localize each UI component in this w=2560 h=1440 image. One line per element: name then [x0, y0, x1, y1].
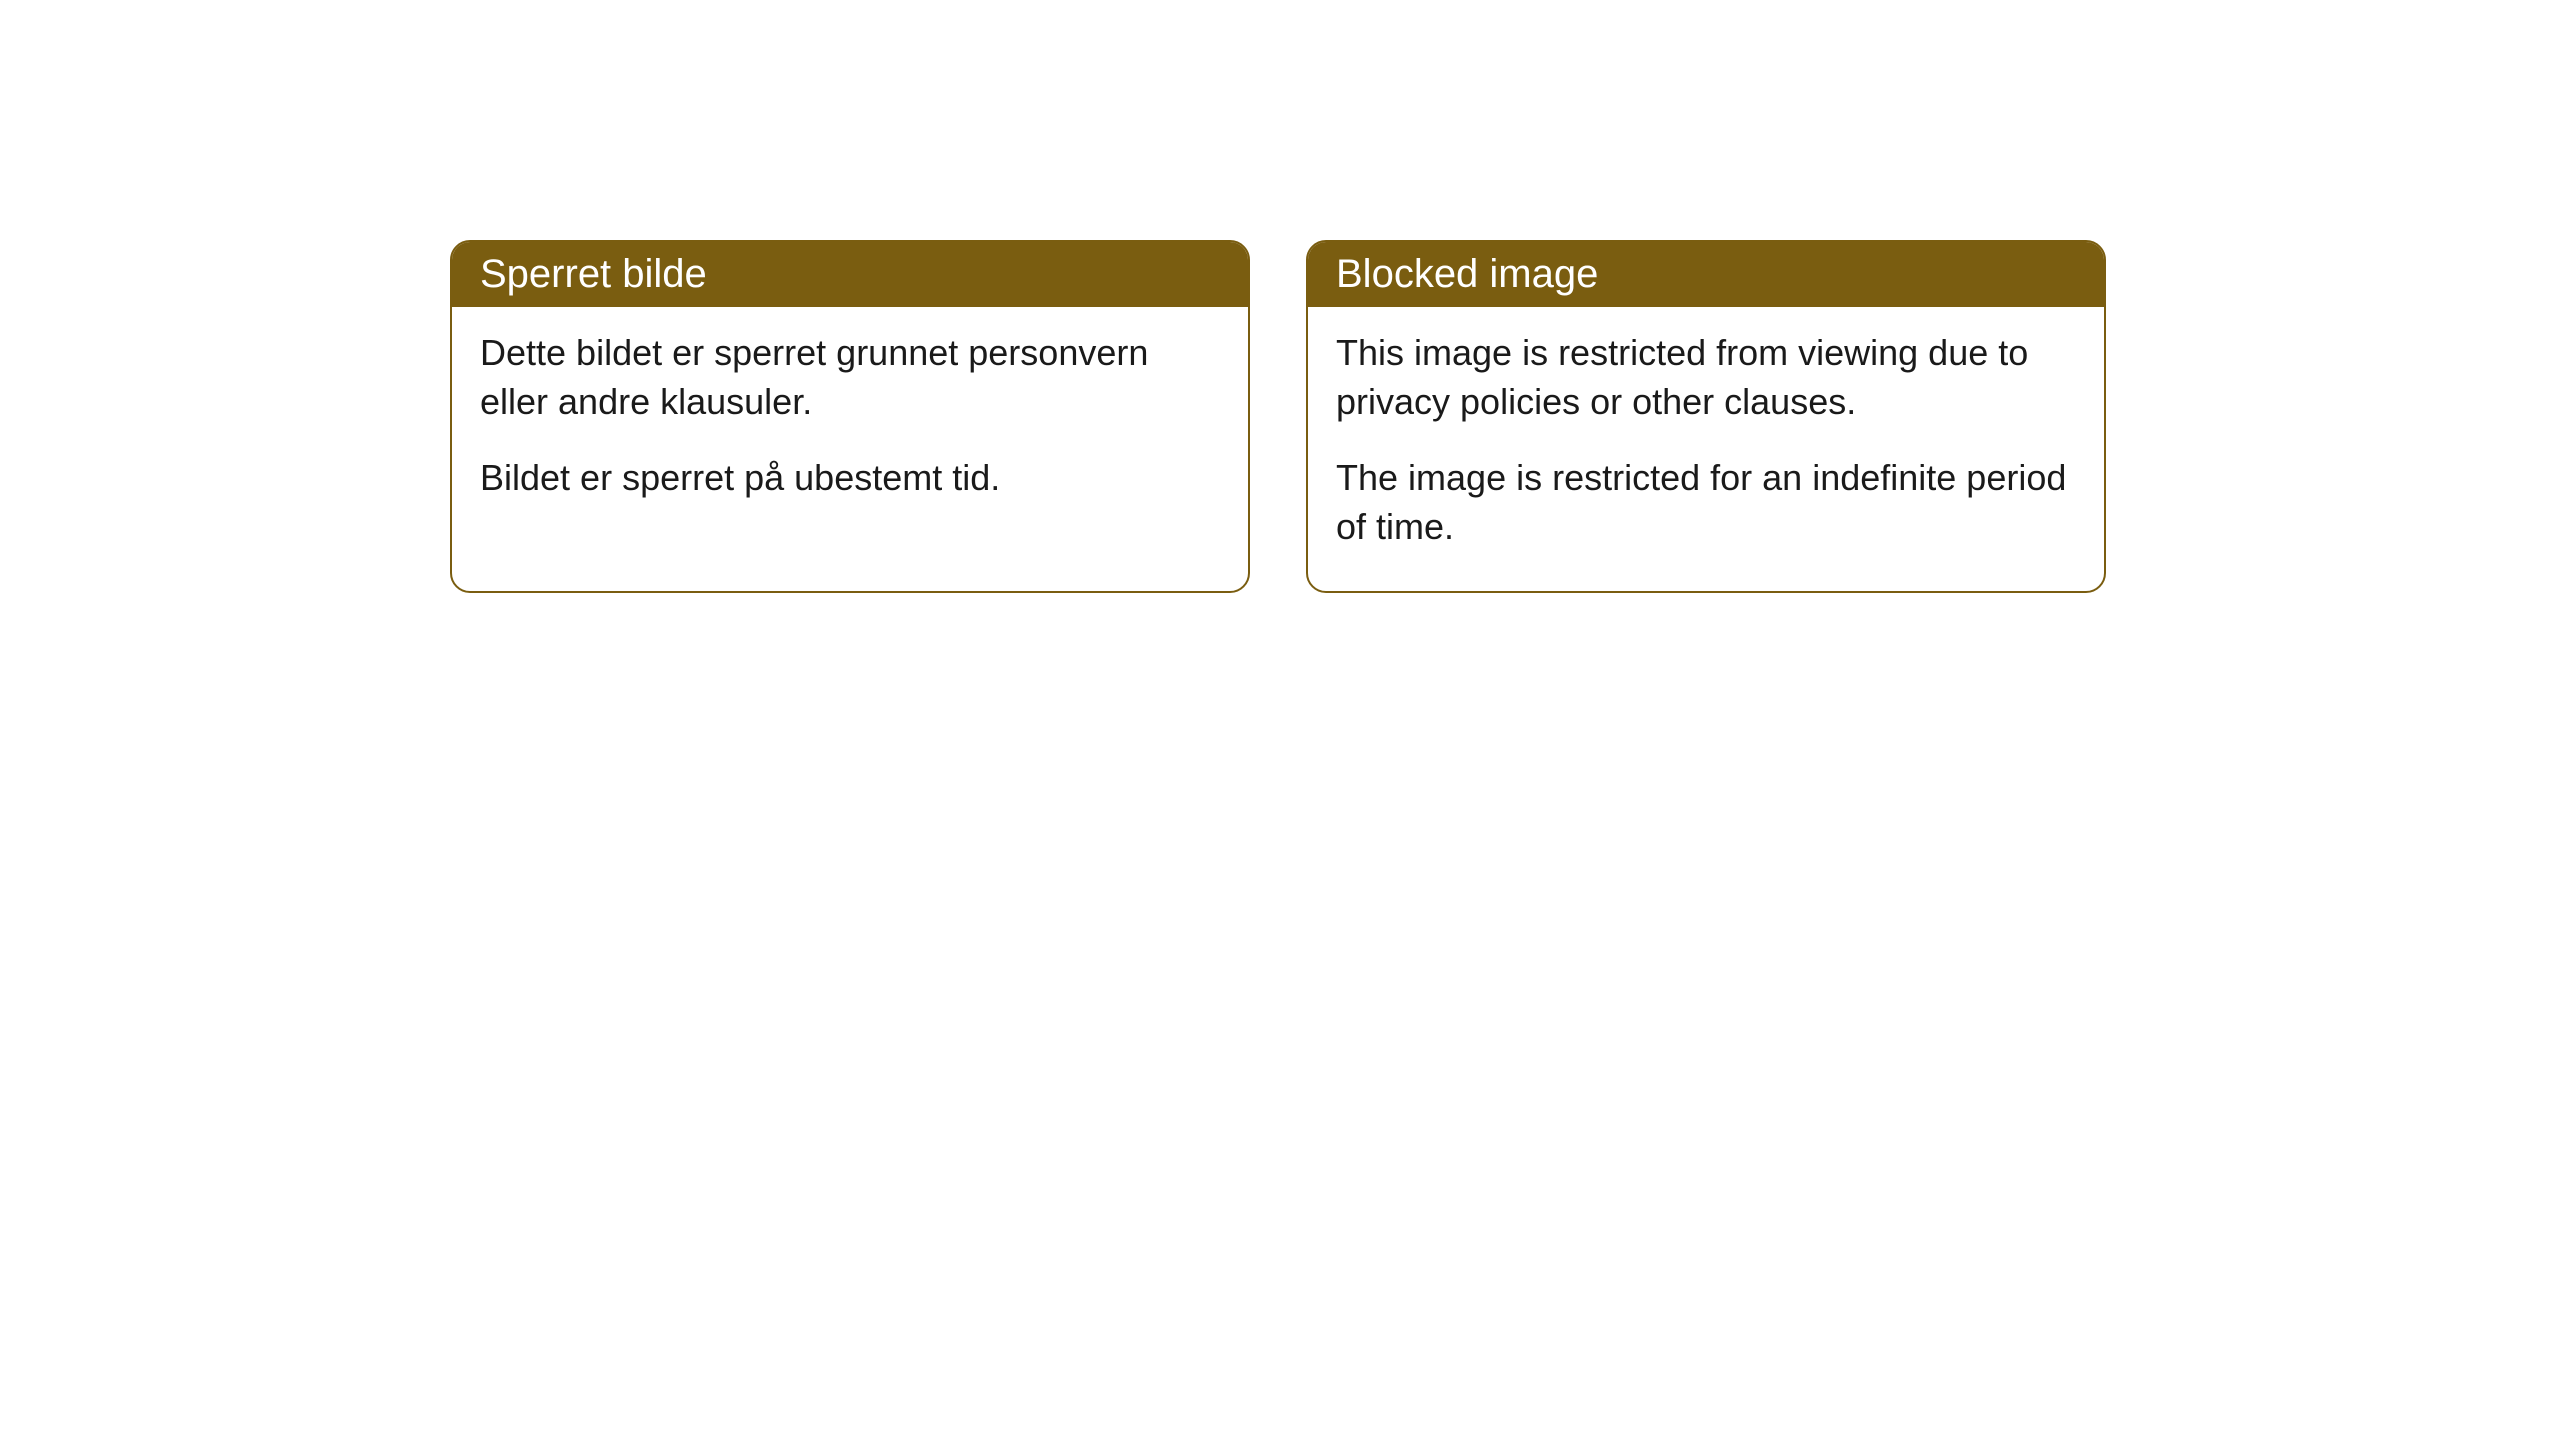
- notice-card-english: Blocked image This image is restricted f…: [1306, 240, 2106, 593]
- card-header-norwegian: Sperret bilde: [452, 242, 1248, 307]
- card-paragraph: The image is restricted for an indefinit…: [1336, 454, 2076, 551]
- card-header-english: Blocked image: [1308, 242, 2104, 307]
- card-title: Sperret bilde: [480, 252, 707, 296]
- card-paragraph: Bildet er sperret på ubestemt tid.: [480, 454, 1220, 503]
- card-body-norwegian: Dette bildet er sperret grunnet personve…: [452, 307, 1248, 543]
- card-title: Blocked image: [1336, 252, 1598, 296]
- card-body-english: This image is restricted from viewing du…: [1308, 307, 2104, 591]
- card-paragraph: This image is restricted from viewing du…: [1336, 329, 2076, 426]
- card-paragraph: Dette bildet er sperret grunnet personve…: [480, 329, 1220, 426]
- notice-card-norwegian: Sperret bilde Dette bildet er sperret gr…: [450, 240, 1250, 593]
- notice-cards-container: Sperret bilde Dette bildet er sperret gr…: [450, 240, 2106, 593]
